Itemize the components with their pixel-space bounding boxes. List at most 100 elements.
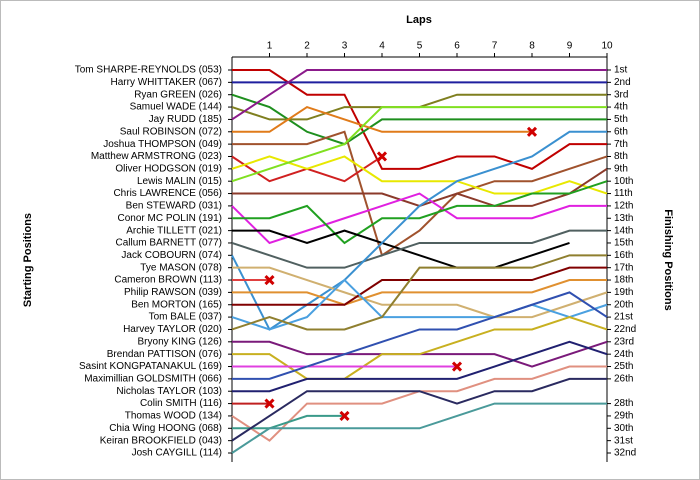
driver-label: Callum BARNETT (077) <box>115 238 222 249</box>
retirement-mark <box>376 151 388 162</box>
driver-label: Ben STEWARD (031) <box>126 201 222 212</box>
x-tick-label: 8 <box>529 41 535 52</box>
driver-label: Nicholas TAYLOR (103) <box>116 386 222 397</box>
retirement-mark <box>264 398 275 409</box>
driver-label: Oliver HODGSON (019) <box>115 163 222 174</box>
driver-label: Conor MC POLIN (191) <box>118 213 222 224</box>
driver-label: Samuel WADE (144) <box>130 102 222 113</box>
y2-tick-label: 5th <box>614 114 628 125</box>
driver-label: Tom BALE (037) <box>149 312 222 323</box>
y2-tick-label: 12th <box>614 201 633 212</box>
position-line <box>231 377 607 442</box>
y2-tick-label: 14th <box>614 225 633 236</box>
y2-tick-label: 21st <box>614 312 633 323</box>
position-line <box>232 279 607 306</box>
y2-tick-label: 10th <box>614 176 633 187</box>
y2-tick-label: 3rd <box>614 89 628 100</box>
driver-label: Matthew ARMSTRONG (023) <box>91 151 222 162</box>
position-line <box>231 192 607 245</box>
y2-tick-label: 26th <box>614 374 633 385</box>
position-line <box>232 180 608 245</box>
x-tick-label: 1 <box>267 41 273 52</box>
y2-tick-label: 23rd <box>614 336 634 347</box>
y2-tick-label: 20th <box>614 299 633 310</box>
y2-tick-label: 16th <box>614 250 633 261</box>
position-line <box>231 278 608 331</box>
position-line <box>232 291 608 380</box>
y2-tick-label: 6th <box>614 126 628 137</box>
y2-tick-label: 1st <box>614 65 628 76</box>
y2-tick-label: 9th <box>614 163 628 174</box>
retirement-mark <box>339 410 350 421</box>
driver-label: Ryan GREEN (026) <box>134 89 222 100</box>
driver-label: Cameron BROWN (113) <box>114 275 222 286</box>
position-line <box>232 266 607 306</box>
y-axis-title: Starting Positions <box>22 213 34 307</box>
driver-label: Harry WHITTAKER (067) <box>111 77 223 88</box>
driver-label: Keiran BROOKFIELD (043) <box>100 435 222 446</box>
x-tick-label: 2 <box>304 41 310 52</box>
y2-tick-label: 4th <box>614 102 628 113</box>
driver-label: Tom SHARPE-REYNOLDS (053) <box>75 65 222 76</box>
driver-label: Bryony KING (126) <box>138 336 222 347</box>
driver-label: Lewis MALIN (015) <box>137 176 222 187</box>
x-tick-label: 4 <box>379 41 385 52</box>
y2-tick-label: 15th <box>614 238 633 249</box>
retirement-mark <box>451 361 463 372</box>
y2-tick-label: 8th <box>614 151 628 162</box>
driver-label: Archie TILLETT (021) <box>126 225 222 236</box>
y2-axis-title: Finishing Positions <box>662 209 674 310</box>
position-line <box>232 266 608 319</box>
x-tick-label: 3 <box>342 41 348 52</box>
driver-label: Sasint KONGPATANAKUL (169) <box>79 361 222 372</box>
x-tick-label: 7 <box>492 41 498 52</box>
driver-label: Jack COBOURN (074) <box>121 250 222 261</box>
y2-tick-label: 30th <box>614 423 633 434</box>
y2-tick-label: 13th <box>614 213 633 224</box>
y2-tick-label: 22nd <box>614 324 636 335</box>
driver-label: Chia Wing HOONG (068) <box>109 423 222 434</box>
position-line <box>231 69 607 121</box>
driver-label: Maximillian GOLDSMITH (066) <box>84 374 222 385</box>
driver-label: Jay RUDD (185) <box>149 114 222 125</box>
y2-tick-label: 29th <box>614 411 633 422</box>
y2-tick-label: 11th <box>614 188 633 199</box>
retirement-mark <box>526 126 538 137</box>
position-line <box>231 93 607 146</box>
driver-label: Chris LAWRENCE (056) <box>113 188 222 199</box>
x-tick-label: 10 <box>601 41 613 52</box>
driver-label: Colin SMITH (116) <box>140 398 222 409</box>
position-line <box>231 106 607 183</box>
x-tick-label: 5 <box>417 41 423 52</box>
position-line <box>232 340 608 393</box>
position-line <box>231 155 608 195</box>
y2-tick-label: 18th <box>614 275 633 286</box>
driver-label: Tye MASON (078) <box>140 262 222 273</box>
y2-tick-label: 2nd <box>614 77 631 88</box>
driver-label: Joshua THOMPSON (049) <box>103 139 222 150</box>
y2-tick-label: 19th <box>614 287 633 298</box>
driver-label: Philip RAWSON (039) <box>124 287 222 298</box>
y2-tick-label: 25th <box>614 361 633 372</box>
x-tick-label: 9 <box>567 41 573 52</box>
driver-label: Josh CAYGILL (114) <box>132 448 222 459</box>
position-line <box>232 130 608 257</box>
y2-tick-label: 32nd <box>614 448 636 459</box>
driver-label: Saul ROBINSON (072) <box>120 126 222 137</box>
position-line <box>232 69 607 170</box>
position-line <box>232 105 532 133</box>
x-axis-title: Laps <box>406 14 432 26</box>
driver-label: Thomas WOOD (134) <box>125 411 222 422</box>
position-line <box>231 229 607 269</box>
driver-label: Harvey TAYLOR (020) <box>123 324 222 335</box>
position-line <box>231 130 607 331</box>
y2-tick-label: 31st <box>614 435 633 446</box>
y2-tick-label: 17th <box>614 262 633 273</box>
position-line <box>231 402 607 454</box>
x-tick-label: 6 <box>454 41 460 52</box>
y2-tick-label: 24th <box>614 349 633 360</box>
retirement-mark <box>264 274 275 286</box>
y2-tick-label: 28th <box>614 398 633 409</box>
driver-label: Ben MORTON (165) <box>131 299 222 310</box>
